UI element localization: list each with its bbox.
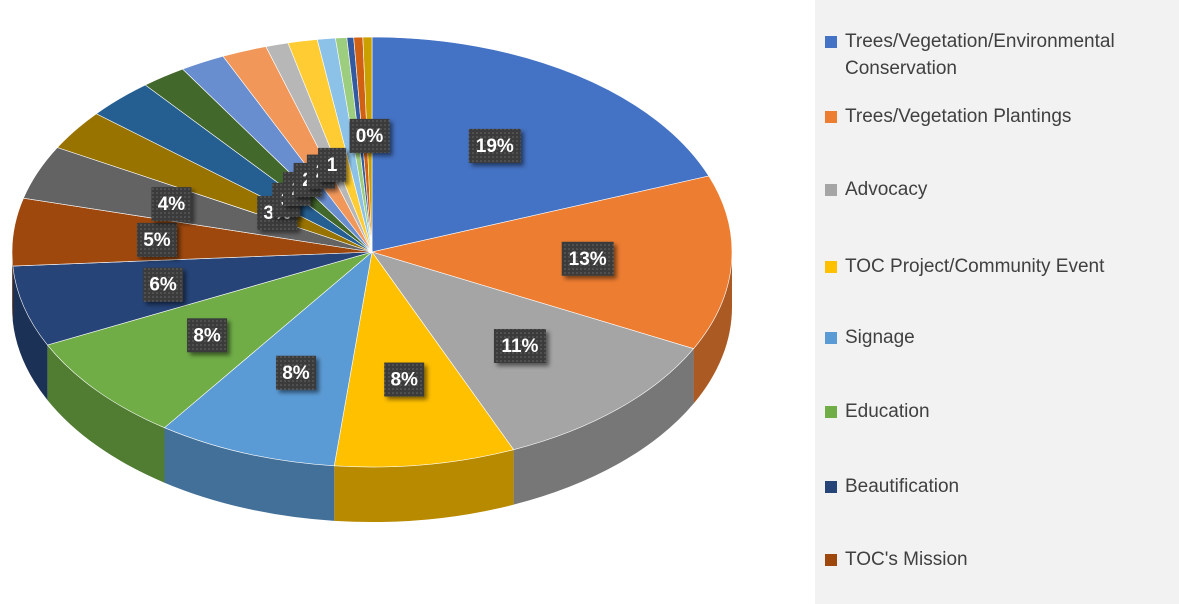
pie-slice [370, 175, 733, 350]
pie-top [11, 36, 733, 468]
data-label-box [143, 267, 184, 302]
data-label: 0% [356, 126, 384, 147]
pie-slice [333, 251, 515, 468]
data-label: 4% [158, 194, 186, 215]
data-labels: 19%13%11%8%8%8%6%5%4%3%322210% [136, 118, 614, 397]
slice-side [12, 252, 13, 322]
legend-swatch [825, 184, 837, 196]
data-label-box [493, 329, 546, 364]
legend-label: TOC Project/Community Event [845, 256, 1105, 277]
data-label-box [275, 355, 316, 390]
legend-item: TOC's Mission [825, 546, 1179, 573]
legend-swatch [825, 111, 837, 123]
legend-label: Trees/Vegetation/Environmental Conservat… [845, 31, 1115, 79]
legend-item: Education [825, 398, 1179, 425]
data-label-box [187, 318, 228, 353]
pie-slice [163, 251, 373, 467]
pie-slice [371, 36, 710, 253]
data-label: 19% [476, 136, 514, 157]
legend-item: Beautification [825, 473, 1179, 500]
data-label: 5% [143, 230, 171, 251]
legend-swatch [825, 36, 837, 48]
legend-label: Education [845, 401, 930, 422]
legend-item: Trees/Vegetation/Environmental Conservat… [825, 28, 1179, 82]
data-label-box [468, 128, 521, 163]
legend-label: Beautification [845, 476, 960, 497]
data-label: 6% [149, 275, 177, 296]
legend-label: Signage [845, 327, 915, 348]
slice-side [164, 427, 335, 521]
slice-side [12, 266, 48, 400]
data-label-box [151, 187, 192, 222]
data-label-box [384, 362, 425, 397]
legend-swatch [825, 261, 837, 273]
pie-sides [12, 252, 732, 522]
data-label-box [318, 147, 347, 182]
data-label: 1 [327, 155, 338, 176]
data-label-box [349, 118, 390, 153]
legend-item: Advocacy [825, 176, 1179, 203]
legend-label: Trees/Vegetation Plantings [845, 106, 1072, 127]
slice-side [334, 449, 514, 522]
slice-side [693, 252, 732, 404]
legend-swatch [825, 554, 837, 566]
data-label: 11% [501, 336, 538, 357]
data-label-box [136, 222, 177, 257]
legend-item: Trees/Vegetation Plantings [825, 103, 1179, 130]
legend: Trees/Vegetation/Environmental Conservat… [815, 0, 1179, 604]
data-label: 13% [569, 249, 607, 270]
legend-swatch [825, 481, 837, 493]
slice-side [513, 348, 694, 505]
legend-swatch [825, 332, 837, 344]
slice-side [47, 344, 165, 483]
data-label: 8% [193, 325, 221, 346]
legend-label: Advocacy [845, 179, 928, 200]
legend-item: Signage [825, 324, 1179, 351]
data-label: 8% [390, 370, 418, 391]
legend-label: TOC's Mission [845, 549, 968, 570]
pie-chart: 19%13%11%8%8%8%6%5%4%3%322210% [11, 36, 733, 522]
data-label-box [561, 241, 614, 276]
data-label: 8% [282, 363, 310, 384]
legend-swatch [825, 406, 837, 418]
legend-item: TOC Project/Community Event [825, 253, 1179, 280]
pie-slice [12, 251, 373, 346]
